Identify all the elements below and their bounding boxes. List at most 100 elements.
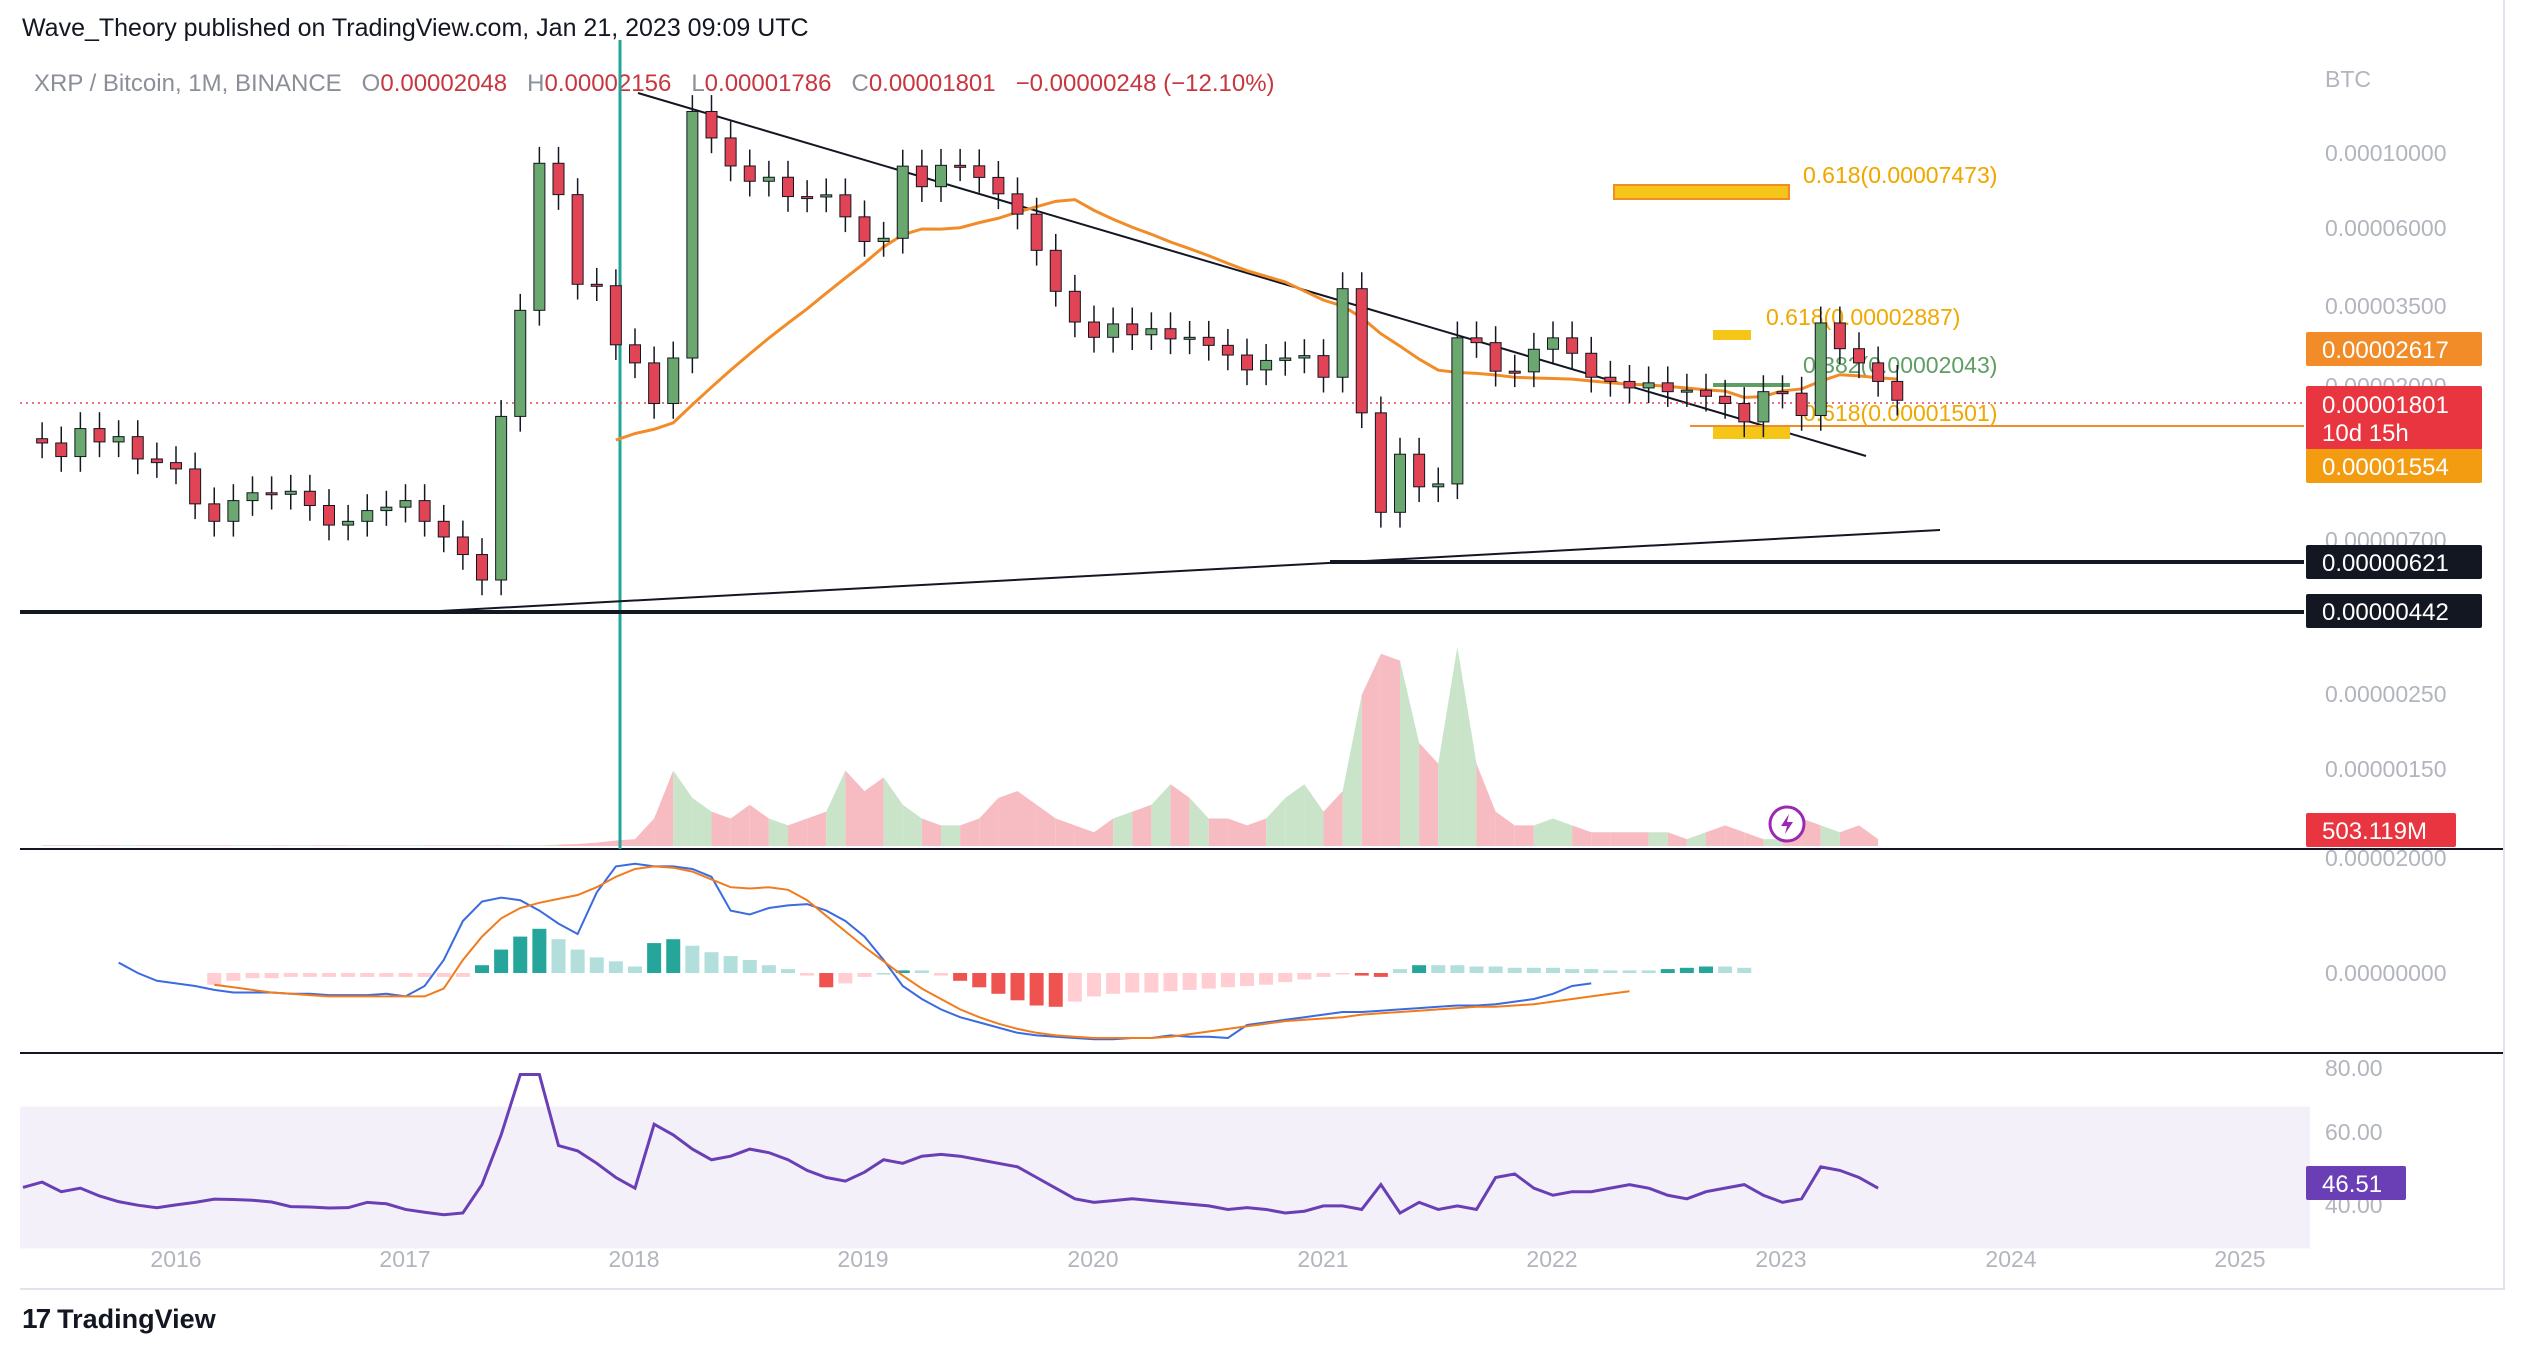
rsi-line bbox=[22, 1073, 1879, 1217]
volume-tag: 503.119M bbox=[2306, 813, 2456, 847]
candle-body bbox=[552, 162, 565, 196]
ascending-trendline[interactable] bbox=[439, 529, 1941, 612]
publisher-header: Wave_Theory published on TradingView.com… bbox=[22, 14, 809, 42]
candle-body bbox=[667, 357, 680, 405]
volume-area-segment bbox=[1438, 646, 1458, 846]
fib-zone-low[interactable] bbox=[1713, 427, 1790, 439]
candle-body bbox=[1623, 380, 1636, 389]
volume-area-segment bbox=[979, 797, 999, 846]
macd-histogram-bar bbox=[417, 973, 432, 977]
candle-body bbox=[1585, 352, 1598, 378]
svg-text:0.00001554: 0.00001554 bbox=[2322, 454, 2449, 481]
candle-body bbox=[782, 176, 794, 198]
fib-label-mid: 0.618(0.00002887) bbox=[1766, 304, 1960, 330]
candle-body bbox=[1030, 213, 1043, 251]
volume-area-segment bbox=[501, 845, 521, 846]
volume-area-segment bbox=[61, 845, 81, 846]
candle-body bbox=[342, 520, 355, 526]
macd-line bbox=[118, 862, 1592, 1041]
fib-zone-mid[interactable] bbox=[1713, 330, 1751, 340]
macd-histogram-bar bbox=[953, 973, 968, 981]
candle-body bbox=[1317, 355, 1330, 378]
candle-body bbox=[265, 492, 278, 496]
volume-area-segment bbox=[1763, 839, 1783, 846]
time-axis-tick: 2019 bbox=[837, 1246, 888, 1272]
svg-text:10d 15h: 10d 15h bbox=[2322, 420, 2409, 447]
macd-histogram-bar bbox=[1622, 970, 1637, 973]
macd-histogram-bar bbox=[914, 970, 929, 973]
candle-body bbox=[801, 196, 814, 200]
volume-area-segment bbox=[271, 845, 291, 846]
candle-body bbox=[896, 165, 909, 239]
fib-label-382: 0.382(0.00002043) bbox=[1803, 352, 1997, 378]
candle-body bbox=[1260, 359, 1273, 371]
svg-text:46.51: 46.51 bbox=[2322, 1171, 2382, 1198]
macd-histogram-bar bbox=[761, 965, 776, 973]
candle-body bbox=[1126, 323, 1139, 336]
macd-histogram-bar bbox=[704, 952, 719, 973]
price-axis-tick: 0.00010000 bbox=[2325, 140, 2447, 166]
volume-area-segment bbox=[1227, 818, 1247, 846]
macd-histogram-bar bbox=[1087, 973, 1101, 997]
volume-area-segment bbox=[960, 818, 980, 846]
volume-area-segment bbox=[99, 845, 119, 846]
candle-body bbox=[150, 458, 163, 464]
macd-histogram-bar bbox=[781, 969, 795, 973]
candle-body bbox=[227, 500, 240, 522]
candle-body bbox=[74, 428, 87, 458]
candle-body bbox=[1470, 337, 1483, 344]
low-value: 0.00001786 bbox=[704, 70, 832, 97]
volume-area-segment bbox=[654, 770, 674, 846]
volume-area-segment bbox=[788, 818, 808, 846]
macd-histogram-bar bbox=[1201, 973, 1216, 989]
candle-body bbox=[418, 500, 431, 522]
macd-histogram-bar bbox=[455, 973, 470, 977]
volume-area-segment bbox=[1820, 825, 1840, 846]
volume-area-segment bbox=[1400, 660, 1420, 846]
tradingview-logo[interactable]: 17 TradingView bbox=[22, 1303, 216, 1335]
candle-body bbox=[762, 176, 775, 182]
macd-histogram-bar bbox=[857, 973, 872, 977]
macd-histogram-bar bbox=[494, 949, 509, 973]
volume-area-segment bbox=[749, 804, 769, 846]
macd-histogram-bar bbox=[436, 973, 451, 977]
macd-histogram-bar bbox=[226, 973, 241, 981]
low-label: L bbox=[691, 70, 705, 97]
volume-area-segment bbox=[1017, 791, 1037, 846]
high-label: H bbox=[527, 70, 545, 97]
volume-area-segment bbox=[1591, 832, 1611, 846]
macd-histogram-bar bbox=[1354, 973, 1369, 976]
macd-histogram-bar bbox=[1220, 973, 1235, 988]
macd-histogram-bar bbox=[723, 956, 738, 973]
volume-area-segment bbox=[902, 804, 922, 846]
volume-axis-tick: 0.00000250 bbox=[2325, 681, 2447, 707]
candle-body bbox=[1872, 362, 1885, 382]
macd-histogram-bar bbox=[838, 973, 853, 984]
candle-body bbox=[303, 490, 316, 507]
volume-area-segment bbox=[405, 845, 425, 846]
volume-area-segment bbox=[635, 818, 655, 846]
macd-histogram-bar bbox=[532, 928, 547, 973]
volume-area-segment bbox=[176, 845, 196, 846]
lightning-icon[interactable] bbox=[1768, 805, 1806, 843]
macd-histogram-bar bbox=[1565, 969, 1580, 973]
volume-area-segment bbox=[692, 797, 712, 846]
macd-layer bbox=[118, 862, 1752, 1041]
volume-area-segment bbox=[1859, 825, 1879, 846]
candle-body bbox=[112, 436, 125, 443]
volume-area-segment bbox=[386, 845, 406, 846]
symbol-name[interactable]: XRP / Bitcoin, 1M, BINANCE bbox=[34, 70, 342, 97]
descending-trendline[interactable] bbox=[637, 92, 1867, 457]
candle-body bbox=[55, 442, 68, 458]
volume-area-segment bbox=[348, 845, 368, 846]
candle-body bbox=[992, 176, 1005, 195]
macd-histogram-bar bbox=[589, 957, 604, 973]
fib-zone-top[interactable] bbox=[1613, 184, 1790, 200]
candle-body bbox=[189, 468, 202, 505]
volume-area-segment bbox=[883, 777, 903, 846]
fib-label-low: 0.618(0.00001501) bbox=[1803, 400, 1997, 426]
macd-histogram-bar bbox=[513, 936, 528, 973]
volume-area-segment bbox=[290, 845, 310, 846]
macd-histogram-bar bbox=[608, 961, 623, 973]
